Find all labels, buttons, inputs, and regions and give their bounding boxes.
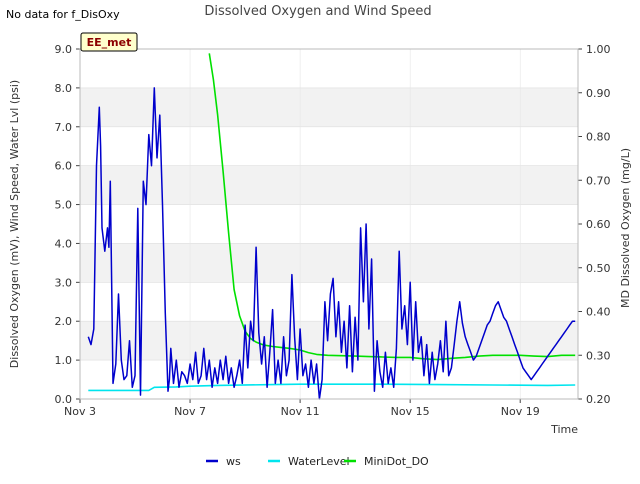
- left-tick-label: 3.0: [55, 276, 73, 289]
- grid-bands: [80, 48, 578, 400]
- right-axis-label: MD Dissolved Oxygen (mg/L): [619, 148, 632, 308]
- ee-met-badge-box: [80, 32, 138, 52]
- right-tick-label: 0.60: [586, 218, 611, 231]
- grid-band: [80, 165, 578, 205]
- left-tick-label: 0.0: [55, 393, 73, 406]
- right-tick-label: 0.90: [586, 87, 611, 100]
- x-tick-label: Nov 15: [391, 405, 430, 418]
- legend-label-minidot_do: MiniDot_DO: [364, 455, 429, 468]
- ee-met-badge-label: EE_met: [87, 36, 132, 49]
- left-tick-label: 8.0: [55, 82, 73, 95]
- legend-label-ws: ws: [226, 455, 241, 468]
- series-line-waterlevel: [88, 383, 576, 392]
- right-tick-label: 0.30: [586, 349, 611, 362]
- left-axis: 0.0 1.0 2.0 3.0 4.0 5.0 6.0 7.0 8.0 9.0: [55, 43, 80, 406]
- left-axis-label: Dissolved Oxygen (mV), Wind Speed, Water…: [8, 80, 21, 368]
- ee-met-badge: EE_met: [80, 32, 138, 52]
- plot-frame: [79, 48, 579, 400]
- left-tick-label: 2.0: [55, 315, 73, 328]
- left-tick-label: 5.0: [55, 199, 73, 212]
- left-tick-label: 9.0: [55, 43, 73, 56]
- series-line-minidot_do: [208, 53, 576, 361]
- x-tick-label: Nov 7: [174, 405, 206, 418]
- right-axis: 0.20 0.30 0.40 0.50 0.60 0.70 0.80 0.90 1.00: [578, 43, 611, 406]
- right-tick-label: 0.80: [586, 131, 611, 144]
- x-tick-label: Nov 3: [64, 405, 96, 418]
- x-tick-label: Nov 19: [501, 405, 540, 418]
- x-axis: Nov 3 Nov 7 Nov 11 Nov 15 Nov 19: [64, 399, 540, 418]
- right-tick-label: 0.20: [586, 393, 611, 406]
- legend: ws WaterLevel MiniDot_DO: [206, 455, 429, 468]
- right-tick-label: 0.70: [586, 174, 611, 187]
- right-tick-label: 1.00: [586, 43, 611, 56]
- left-tick-label: 6.0: [55, 160, 73, 173]
- grid-band: [80, 87, 578, 127]
- chart-title: Dissolved Oxygen and Wind Speed: [204, 4, 431, 19]
- legend-label-waterlevel: WaterLevel: [288, 455, 350, 468]
- left-tick-label: 1.0: [55, 354, 73, 367]
- no-data-note: No data for f_DisOxy: [6, 8, 120, 21]
- x-tick-label: Nov 11: [281, 405, 320, 418]
- left-tick-label: 7.0: [55, 121, 73, 134]
- series-layer: [87, 53, 576, 400]
- x-axis-label: Time: [550, 423, 578, 436]
- left-tick-label: 4.0: [55, 237, 73, 250]
- right-tick-label: 0.40: [586, 306, 611, 319]
- right-tick-label: 0.50: [586, 262, 611, 275]
- series-line-ws: [87, 87, 576, 400]
- grid-band: [80, 243, 578, 283]
